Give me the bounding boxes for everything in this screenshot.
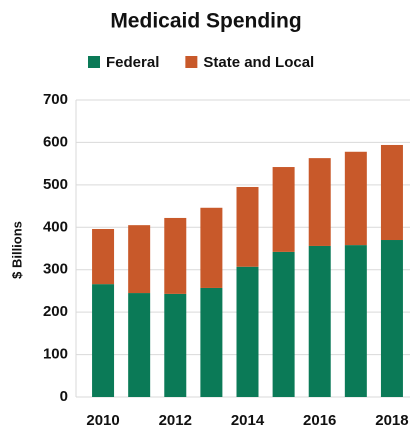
bar-segment <box>200 287 223 397</box>
bar-segment <box>272 167 295 252</box>
bar-segment <box>380 240 403 397</box>
bar-segment <box>308 158 331 246</box>
bar-segment <box>344 245 367 397</box>
x-tick-label: 2014 <box>231 412 265 429</box>
chart-title: Medicaid Spending <box>110 10 301 33</box>
bar-segment <box>344 151 367 246</box>
bar-segment <box>236 186 259 267</box>
bar-segment <box>236 266 259 397</box>
bar-segment <box>200 207 223 288</box>
legend-swatch <box>88 56 100 68</box>
y-tick-label: 100 <box>43 346 68 363</box>
x-tick-label: 2018 <box>375 412 408 429</box>
y-axis-label: $ Billions <box>9 221 24 279</box>
bar-segment <box>164 217 187 294</box>
bar-segment <box>380 144 403 241</box>
bar-segment <box>92 284 115 397</box>
y-tick-label: 500 <box>43 176 68 193</box>
y-tick-label: 0 <box>60 388 68 405</box>
y-tick-label: 700 <box>43 91 68 108</box>
y-tick-label: 200 <box>43 303 68 320</box>
y-tick-label: 300 <box>43 261 68 278</box>
x-tick-label: 2010 <box>86 412 119 429</box>
bar-segment <box>164 293 187 397</box>
bar-segment <box>128 225 151 294</box>
bar-segment <box>92 228 115 285</box>
bar-segment <box>272 251 295 397</box>
x-tick-label: 2016 <box>303 412 336 429</box>
legend-label: State and Local <box>203 54 314 71</box>
bar-segment <box>128 293 151 397</box>
x-tick-label: 2012 <box>159 412 192 429</box>
legend-swatch <box>185 56 198 68</box>
legend-label: Federal <box>106 54 159 71</box>
bar-segment <box>308 245 331 397</box>
y-tick-label: 400 <box>43 218 68 235</box>
y-tick-label: 600 <box>43 133 68 150</box>
